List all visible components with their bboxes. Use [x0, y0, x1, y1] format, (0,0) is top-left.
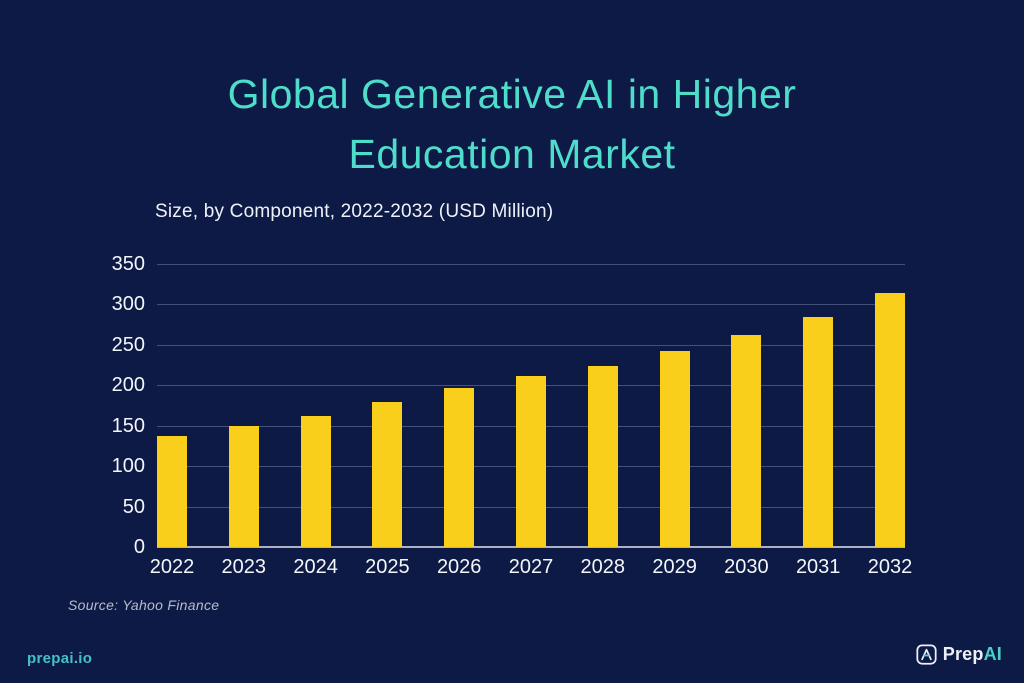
chart-title-line-2: Education Market	[348, 131, 676, 177]
x-axis-tick-label: 2031	[795, 556, 841, 578]
y-axis-tick-label: 200	[111, 374, 145, 397]
chart-title: Global Generative AI in Higher Education…	[0, 64, 1024, 184]
prepai-monogram-icon	[916, 644, 937, 665]
gridline	[157, 304, 905, 306]
x-axis-tick-label: 2027	[508, 556, 554, 578]
source-note: Source: Yahoo Finance	[68, 597, 220, 613]
bar-2032	[875, 293, 905, 547]
x-axis-tick-label: 2026	[436, 556, 482, 578]
bar-2025	[372, 402, 403, 547]
bar-2023	[228, 425, 259, 547]
x-axis-tick-label: 2023	[221, 556, 267, 578]
bar-2029	[659, 350, 690, 547]
x-axis-tick-label: 2024	[293, 556, 338, 578]
x-axis-tick-label: 2032	[867, 556, 913, 578]
bar-2028	[587, 365, 618, 547]
x-axis-tick-label: 2028	[580, 556, 626, 578]
bar-2027	[516, 375, 546, 547]
x-axis-line	[157, 546, 905, 548]
chart-subtitle: Size, by Component, 2022-2032 (USD Milli…	[155, 201, 554, 222]
y-axis-tick-label: 150	[111, 414, 145, 437]
brand-wordmark: PrepAI	[943, 644, 1002, 665]
y-axis-tick-label: 100	[111, 455, 145, 478]
brand-wordmark-suffix: AI	[983, 644, 1002, 664]
chart-title-line-1: Global Generative AI in Higher	[227, 71, 797, 117]
brand-logo: PrepAI	[916, 644, 1002, 665]
x-axis-tick-label: 2030	[724, 556, 769, 578]
x-axis-tick-label: 2022	[149, 556, 195, 578]
bar-2024	[300, 416, 331, 547]
gridline	[157, 344, 905, 346]
bar-2026	[444, 387, 475, 547]
x-axis-tick-label: 2029	[652, 556, 697, 578]
y-axis-tick-label: 250	[111, 333, 145, 356]
x-axis-tick-label: 2025	[365, 556, 410, 578]
gridline	[157, 264, 905, 265]
y-axis-tick-label: 300	[111, 293, 145, 316]
bar-2031	[803, 316, 834, 547]
y-axis-tick-label: 0	[133, 536, 145, 558]
y-axis-tick-label: 350	[111, 253, 145, 275]
bar-2030	[731, 335, 762, 547]
site-url: prepai.io	[27, 650, 93, 667]
y-axis-tick-label: 50	[122, 495, 145, 518]
brand-wordmark-prefix: Prep	[942, 644, 984, 664]
bar-2022	[157, 436, 187, 547]
